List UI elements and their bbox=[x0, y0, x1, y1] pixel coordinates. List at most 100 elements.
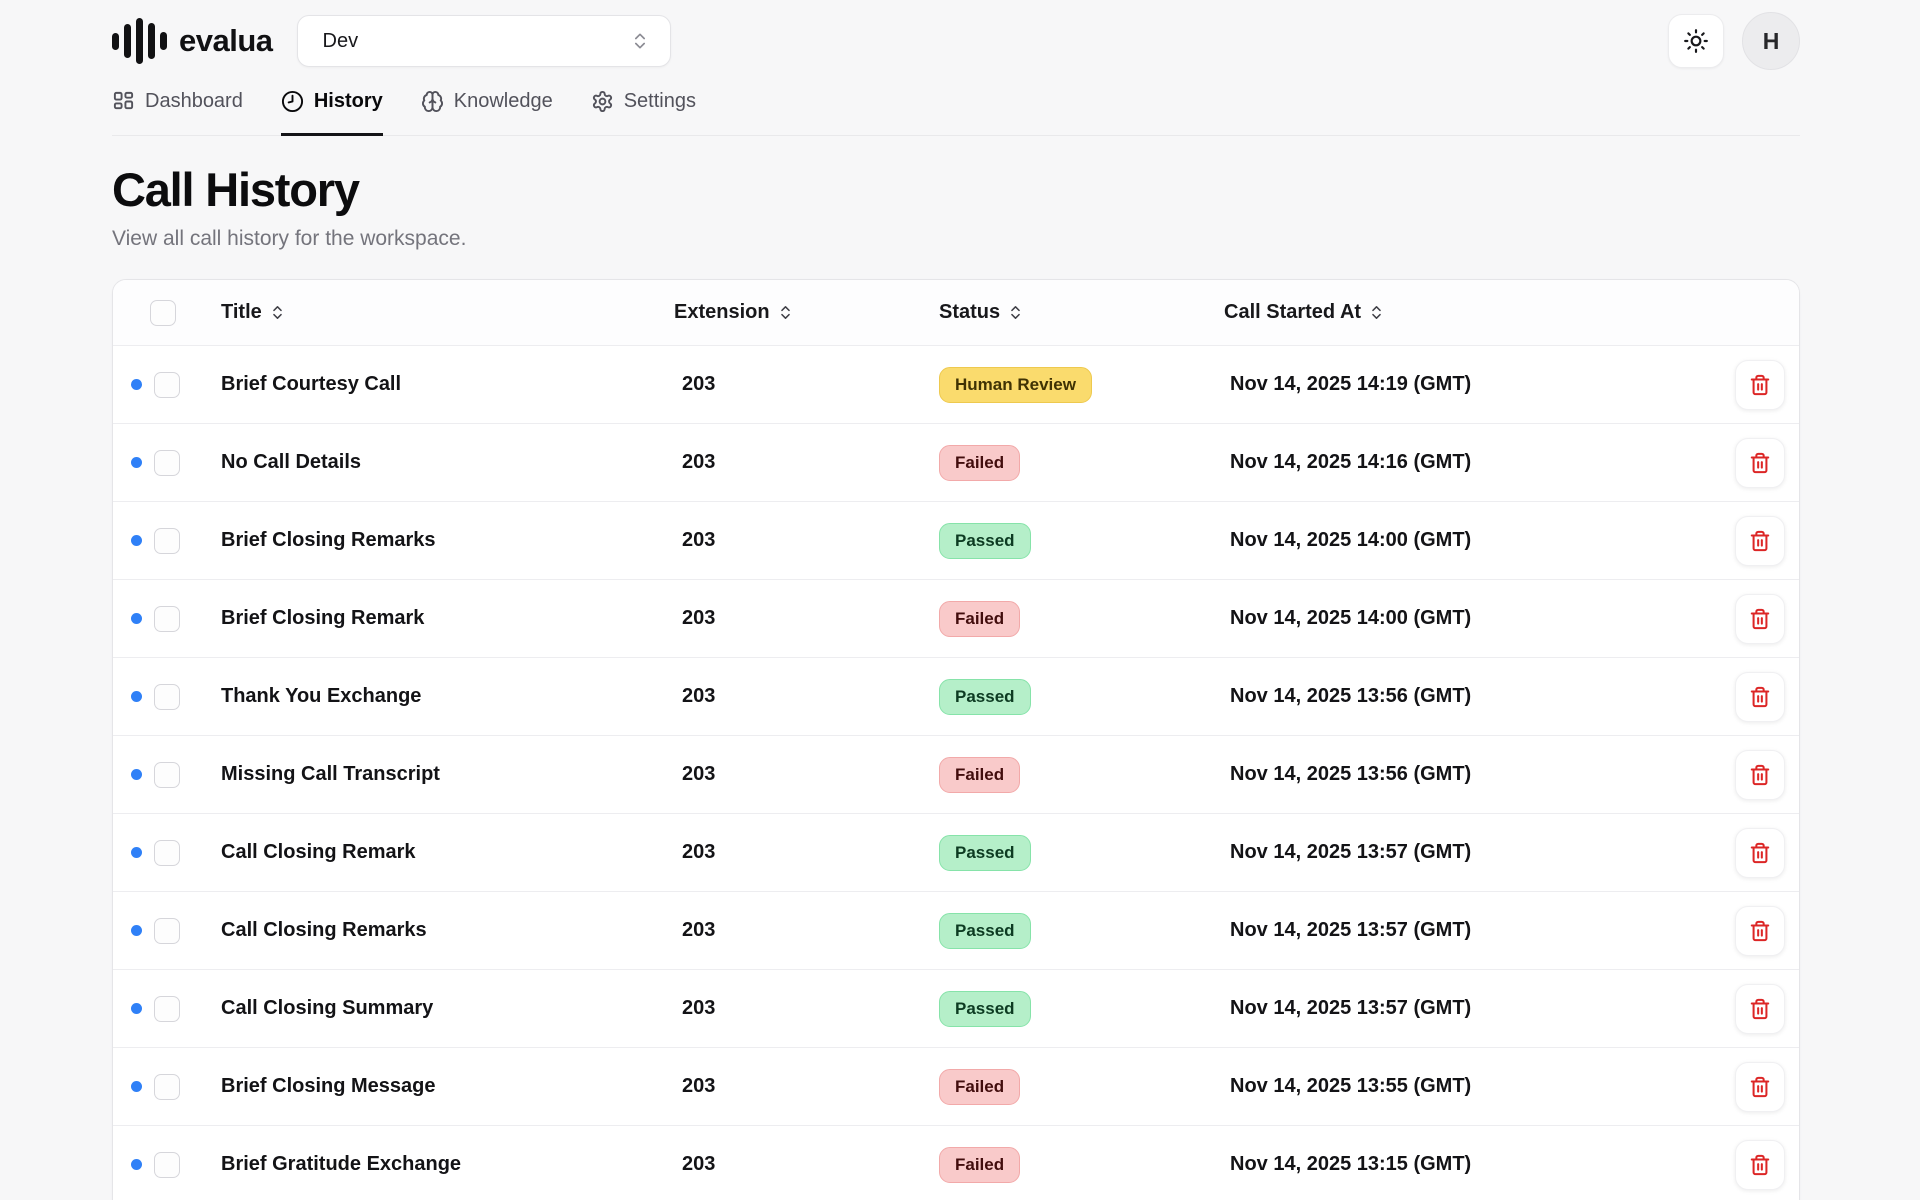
table-row[interactable]: Call Closing Remarks 203 Passed Nov 14, … bbox=[113, 892, 1799, 970]
call-started-at: Nov 14, 2025 13:15 (GMT) bbox=[1224, 1153, 1721, 1176]
row-actions-cell bbox=[1721, 438, 1799, 488]
status-badge: Failed bbox=[939, 1147, 1020, 1183]
tab-settings[interactable]: Settings bbox=[591, 90, 696, 136]
tab-history[interactable]: History bbox=[281, 90, 383, 136]
table-row[interactable]: Call Closing Summary 203 Passed Nov 14, … bbox=[113, 970, 1799, 1048]
row-checkbox[interactable] bbox=[154, 1152, 180, 1178]
dashboard-icon bbox=[112, 90, 135, 113]
call-extension: 203 bbox=[674, 451, 939, 474]
call-extension: 203 bbox=[674, 1075, 939, 1098]
call-title: Call Closing Remark bbox=[221, 841, 674, 864]
column-header-title[interactable]: Title bbox=[221, 301, 674, 324]
call-started-at: Nov 14, 2025 13:55 (GMT) bbox=[1224, 1075, 1721, 1098]
row-checkbox[interactable] bbox=[154, 372, 180, 398]
tab-label: Dashboard bbox=[145, 90, 243, 113]
row-select-cell bbox=[113, 450, 221, 476]
delete-button[interactable] bbox=[1735, 594, 1785, 644]
row-actions-cell bbox=[1721, 1140, 1799, 1190]
top-bar: evalua Dev H bbox=[112, 0, 1800, 68]
workspace-select[interactable]: Dev bbox=[297, 15, 671, 67]
delete-button[interactable] bbox=[1735, 750, 1785, 800]
call-status-cell: Passed bbox=[939, 835, 1224, 871]
table-row[interactable]: Brief Closing Remarks 203 Passed Nov 14,… bbox=[113, 502, 1799, 580]
row-actions-cell bbox=[1721, 828, 1799, 878]
row-checkbox[interactable] bbox=[154, 996, 180, 1022]
sort-icon bbox=[777, 304, 794, 321]
table-row[interactable]: Brief Gratitude Exchange 203 Failed Nov … bbox=[113, 1126, 1799, 1200]
call-title: Missing Call Transcript bbox=[221, 763, 674, 786]
delete-button[interactable] bbox=[1735, 1140, 1785, 1190]
theme-toggle-button[interactable] bbox=[1668, 14, 1724, 68]
row-checkbox[interactable] bbox=[154, 840, 180, 866]
row-checkbox[interactable] bbox=[154, 1074, 180, 1100]
row-checkbox[interactable] bbox=[154, 528, 180, 554]
sort-icon bbox=[1007, 304, 1024, 321]
call-extension: 203 bbox=[674, 373, 939, 396]
row-actions-cell bbox=[1721, 360, 1799, 410]
table-row[interactable]: Call Closing Remark 203 Passed Nov 14, 2… bbox=[113, 814, 1799, 892]
call-started-at: Nov 14, 2025 13:56 (GMT) bbox=[1224, 763, 1721, 786]
tab-label: Settings bbox=[624, 90, 696, 113]
trash-icon bbox=[1749, 1154, 1771, 1176]
row-checkbox[interactable] bbox=[154, 918, 180, 944]
chevron-up-down-icon bbox=[630, 31, 650, 51]
unread-dot bbox=[131, 847, 142, 858]
call-status-cell: Passed bbox=[939, 991, 1224, 1027]
row-actions-cell bbox=[1721, 672, 1799, 722]
column-header-status[interactable]: Status bbox=[939, 301, 1224, 324]
delete-button[interactable] bbox=[1735, 516, 1785, 566]
column-label: Extension bbox=[674, 301, 770, 324]
delete-button[interactable] bbox=[1735, 906, 1785, 956]
select-all-checkbox[interactable] bbox=[150, 300, 176, 326]
delete-button[interactable] bbox=[1735, 828, 1785, 878]
delete-button[interactable] bbox=[1735, 360, 1785, 410]
unread-dot bbox=[131, 457, 142, 468]
unread-dot bbox=[131, 535, 142, 546]
row-checkbox[interactable] bbox=[154, 606, 180, 632]
call-title: Call Closing Remarks bbox=[221, 919, 674, 942]
call-title: No Call Details bbox=[221, 451, 674, 474]
row-select-cell bbox=[113, 1152, 221, 1178]
table-row[interactable]: Missing Call Transcript 203 Failed Nov 1… bbox=[113, 736, 1799, 814]
call-title: Brief Closing Remark bbox=[221, 607, 674, 630]
unread-dot bbox=[131, 1003, 142, 1014]
trash-icon bbox=[1749, 608, 1771, 630]
delete-button[interactable] bbox=[1735, 1062, 1785, 1112]
table-row[interactable]: No Call Details 203 Failed Nov 14, 2025 … bbox=[113, 424, 1799, 502]
status-badge: Passed bbox=[939, 835, 1031, 871]
call-extension: 203 bbox=[674, 919, 939, 942]
call-status-cell: Passed bbox=[939, 523, 1224, 559]
waveform-logo-icon bbox=[112, 17, 167, 65]
row-checkbox[interactable] bbox=[154, 762, 180, 788]
table-row[interactable]: Brief Closing Message 203 Failed Nov 14,… bbox=[113, 1048, 1799, 1126]
table-row[interactable]: Brief Closing Remark 203 Failed Nov 14, … bbox=[113, 580, 1799, 658]
user-avatar[interactable]: H bbox=[1742, 12, 1800, 70]
trash-icon bbox=[1749, 686, 1771, 708]
column-header-call-started-at[interactable]: Call Started At bbox=[1224, 301, 1721, 324]
page-subtitle: View all call history for the workspace. bbox=[112, 227, 1800, 251]
column-header-extension[interactable]: Extension bbox=[674, 301, 939, 324]
unread-dot bbox=[131, 925, 142, 936]
call-status-cell: Failed bbox=[939, 1069, 1224, 1105]
table-row[interactable]: Brief Courtesy Call 203 Human Review Nov… bbox=[113, 346, 1799, 424]
app-root: evalua Dev H Dashb bbox=[112, 0, 1800, 1200]
tab-dashboard[interactable]: Dashboard bbox=[112, 90, 243, 136]
call-title: Call Closing Summary bbox=[221, 997, 674, 1020]
row-actions-cell bbox=[1721, 750, 1799, 800]
tab-knowledge[interactable]: Knowledge bbox=[421, 90, 553, 136]
delete-button[interactable] bbox=[1735, 438, 1785, 488]
call-started-at: Nov 14, 2025 13:57 (GMT) bbox=[1224, 919, 1721, 942]
call-started-at: Nov 14, 2025 14:00 (GMT) bbox=[1224, 607, 1721, 630]
row-checkbox[interactable] bbox=[154, 450, 180, 476]
call-extension: 203 bbox=[674, 1153, 939, 1176]
row-checkbox[interactable] bbox=[154, 684, 180, 710]
call-status-cell: Failed bbox=[939, 601, 1224, 637]
clock-icon bbox=[281, 90, 304, 113]
top-bar-right: H bbox=[1668, 12, 1800, 70]
delete-button[interactable] bbox=[1735, 672, 1785, 722]
brand-name: evalua bbox=[179, 23, 273, 59]
trash-icon bbox=[1749, 920, 1771, 942]
row-select-cell bbox=[113, 606, 221, 632]
table-row[interactable]: Thank You Exchange 203 Passed Nov 14, 20… bbox=[113, 658, 1799, 736]
delete-button[interactable] bbox=[1735, 984, 1785, 1034]
